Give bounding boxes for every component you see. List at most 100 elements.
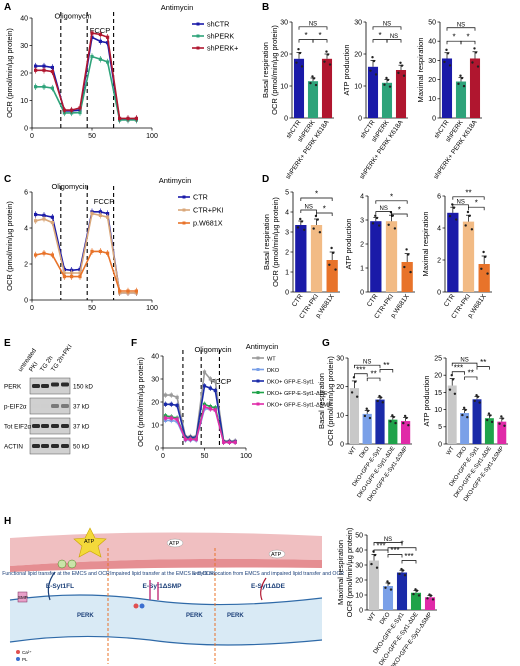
bar [472,399,482,444]
series-line-0 [35,36,137,120]
scenario-title: Impaired lipid transfer at the EMCS and … [110,571,214,577]
legend-dot-pl [16,657,20,661]
y-axis-label-line: ATP production [422,375,431,426]
replicate-dot [378,224,381,227]
replicate-dot [372,59,376,63]
series-line-0 [35,211,137,294]
significance-bracket [298,26,328,30]
y-axis-label-line: OCR (pmol/min/µg protein) [345,527,354,617]
data-point [106,35,110,39]
data-point [126,289,130,293]
annotation-label: Antimycin [246,342,279,351]
bar [447,385,457,444]
data-point [34,68,38,72]
y-tick-label: 0 [340,441,344,448]
replicate-dot [363,414,367,418]
y-tick-label: 10 [355,592,363,599]
panel-A: 0 10 20 30 40 0 50 100 OCR (pmol/min/µg protein)… [5,3,238,140]
legend-label: shPERK+ [207,44,238,53]
replicate-dot [468,214,471,218]
y-axis-label: Maximal respiration [416,37,425,102]
replicate-dot [309,81,312,85]
y-tick-label: 10 [336,413,344,420]
category-label: WT [446,445,456,456]
bar [368,560,380,610]
atp-badge-icon [268,549,286,559]
molecular-weight-label: 50 kD [73,444,90,451]
replicate-dot [389,588,393,591]
replicate-dot [403,574,407,577]
replicate-dot [375,566,379,569]
replicate-dot [366,409,370,413]
atp-label: ATP [169,541,180,547]
legend-marker [196,22,200,26]
replicate-dot [445,48,448,52]
replicate-dot [368,416,372,420]
y-tick-label: 0 [432,115,436,122]
replicate-dot [325,50,328,53]
data-point [50,70,54,74]
data-point [106,215,110,219]
y-tick-label: 20 [428,77,436,84]
blot-band [51,424,59,428]
replicate-dot [298,51,302,55]
replicate-dot [389,420,392,423]
replicate-dot [407,253,410,256]
replicate-dot [403,414,407,418]
replicate-dot [295,61,298,64]
data-point [78,271,82,275]
significance-label: * [400,539,403,548]
replicate-dot [383,83,386,86]
significance-label: * [452,33,455,42]
blot-band [61,444,69,448]
significance-label: NS [304,205,312,211]
replicate-dot [460,76,464,80]
blot-band [41,404,49,408]
significance-label: * [315,190,318,199]
bar [395,70,407,118]
data-point [34,253,38,257]
replicate-dot [398,572,401,576]
annotation-label: FCCP [94,197,114,206]
blot-band [51,382,59,387]
bar [497,421,507,444]
y-tick-label: 10 [434,407,442,414]
y-axis-label: Basal respirationOCR (pmol/min/µg protei… [262,197,280,287]
replicate-dot [397,71,400,75]
replicate-dot [300,220,304,223]
data-point [42,217,46,221]
atp-burst-icon [73,527,107,558]
data-point [98,249,102,253]
data-point [62,271,66,275]
y-tick-label: 30 [336,355,344,362]
blot-strip [29,417,71,435]
significance-bracket [366,377,381,382]
significance-label: ** [370,370,376,379]
replicate-dot [485,418,489,422]
data-point [90,54,94,59]
data-point [213,408,217,412]
replicate-dot [450,374,453,377]
replicate-dot [354,380,357,383]
mitochondrion-membrane [10,558,322,572]
y-axis-label: Basal respirationOCR (pmol/min/µg protei… [317,356,335,446]
data-point [42,251,46,255]
x-tick-label: 0 [161,453,165,460]
blot-band [32,424,40,428]
replicate-dot [480,267,483,270]
blot-band [41,384,49,388]
data-point [202,405,207,409]
replicate-dot [448,388,452,391]
y-tick-label: 3 [360,217,364,224]
significance-bracket [452,196,485,200]
panel-label-E: E [4,338,11,349]
data-point [227,440,231,444]
data-point [90,249,94,253]
data-point [233,440,237,444]
legend-marker [256,379,260,383]
y-axis-label-line: Basal respiration [261,42,270,98]
y-tick-label: 40 [355,547,363,554]
replicate-dot [314,83,318,87]
significance-label: * [323,205,326,214]
